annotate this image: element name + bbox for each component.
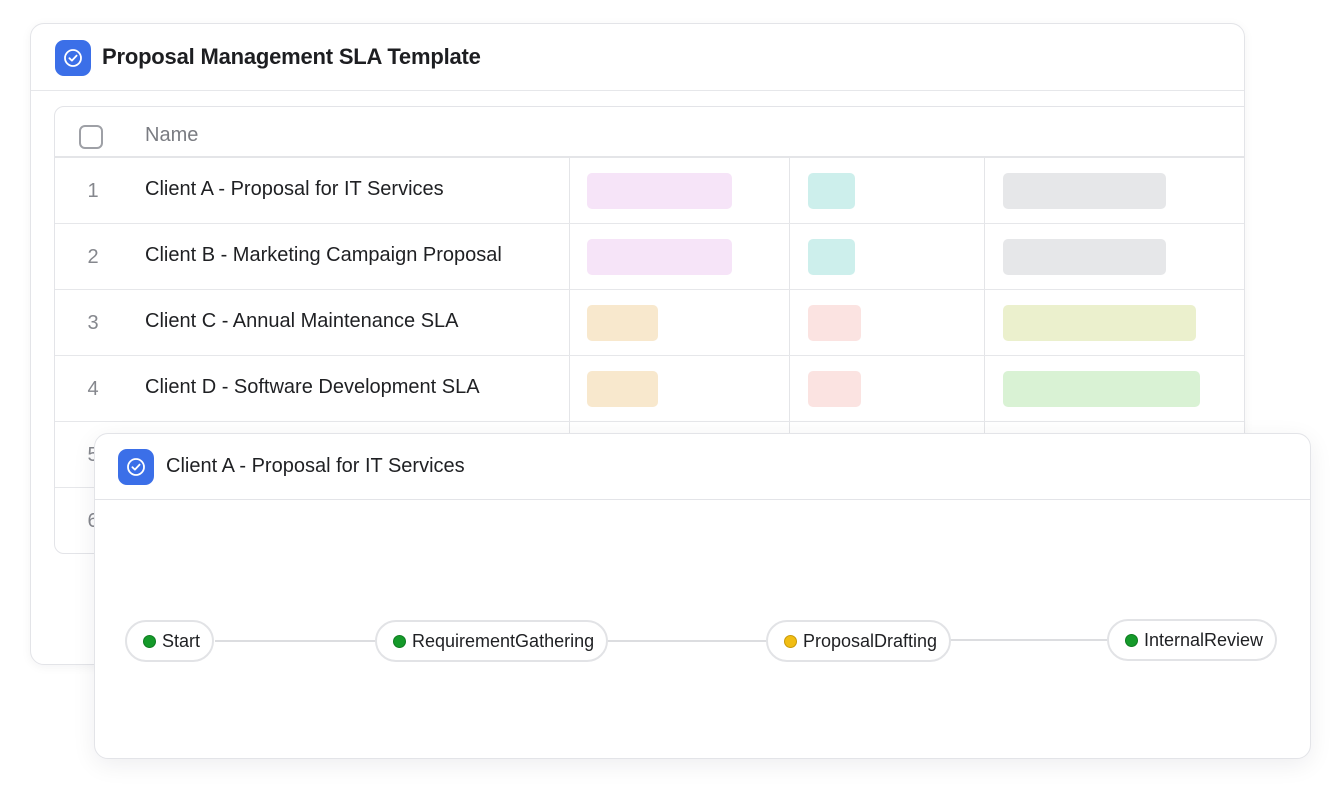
row-number: 1	[87, 180, 99, 202]
row-number: 4	[87, 378, 99, 400]
workflow-step-internal-review[interactable]: InternalReview	[1107, 619, 1278, 661]
tag-chip[interactable]	[587, 371, 658, 407]
row-name[interactable]: Client D - Software Development SLA	[145, 376, 480, 398]
workflow-connector	[215, 640, 376, 642]
tag-chip[interactable]	[587, 305, 658, 341]
row-name[interactable]: Client B - Marketing Campaign Proposal	[145, 244, 502, 266]
row-number: 6	[87, 510, 99, 532]
workflow-step-label: InternalReview	[1144, 629, 1264, 650]
card-header: Client A - Proposal for IT Services	[95, 434, 1310, 500]
status-dot-icon	[1125, 633, 1138, 647]
table-row[interactable]: 6	[55, 488, 1244, 553]
tag-chip[interactable]	[587, 173, 732, 209]
table-header: Name	[55, 107, 1244, 158]
tag-chip[interactable]	[1003, 239, 1166, 275]
column-header-name[interactable]: Name	[145, 124, 199, 146]
workflow-step-label: ProposalDrafting	[803, 630, 938, 651]
row-number: 3	[87, 312, 99, 334]
check-circle-icon	[55, 40, 91, 76]
tag-chip[interactable]	[587, 239, 732, 275]
status-dot-icon	[393, 634, 406, 648]
row-name[interactable]: Client C - Annual Maintenance SLA	[145, 310, 459, 332]
workflow-step-proposal-drafting[interactable]: ProposalDrafting	[766, 620, 952, 662]
tag-chip[interactable]	[808, 371, 861, 407]
select-all-checkbox[interactable]	[79, 125, 103, 149]
status-dot-icon	[143, 634, 156, 648]
workflow-step-requirement-gathering[interactable]: RequirementGathering	[375, 620, 609, 662]
tag-chip[interactable]	[808, 305, 861, 341]
page-title: Proposal Management SLA Template	[102, 44, 481, 69]
card-header: Proposal Management SLA Template	[31, 24, 1244, 91]
row-name[interactable]: Client A - Proposal for IT Services	[145, 178, 444, 200]
table-row[interactable]: 2 Client B - Marketing Campaign Proposal	[55, 224, 1244, 290]
workflow-step-label: RequirementGathering	[412, 630, 595, 651]
workflow-connector	[606, 640, 768, 642]
tag-chip[interactable]	[808, 239, 855, 275]
row-number: 2	[87, 246, 99, 268]
detail-title: Client A - Proposal for IT Services	[166, 455, 465, 477]
row-number: 5	[87, 444, 99, 466]
table-row[interactable]: 4 Client D - Software Development SLA	[55, 356, 1244, 422]
workflow-detail-card: Client A - Proposal for IT Services Star…	[94, 433, 1311, 759]
table-row[interactable]: 3 Client C - Annual Maintenance SLA	[55, 290, 1244, 356]
workflow-connector	[947, 639, 1109, 641]
workflow-step-label: Start	[162, 630, 201, 651]
table-row[interactable]: 1 Client A - Proposal for IT Services	[55, 158, 1244, 224]
tag-chip[interactable]	[808, 173, 855, 209]
tag-chip[interactable]	[1003, 173, 1166, 209]
tag-chip[interactable]	[1003, 305, 1196, 341]
check-circle-icon	[118, 449, 154, 485]
workflow-step-start[interactable]: Start	[125, 620, 215, 662]
tag-chip[interactable]	[1003, 371, 1200, 407]
status-dot-icon	[784, 634, 797, 648]
